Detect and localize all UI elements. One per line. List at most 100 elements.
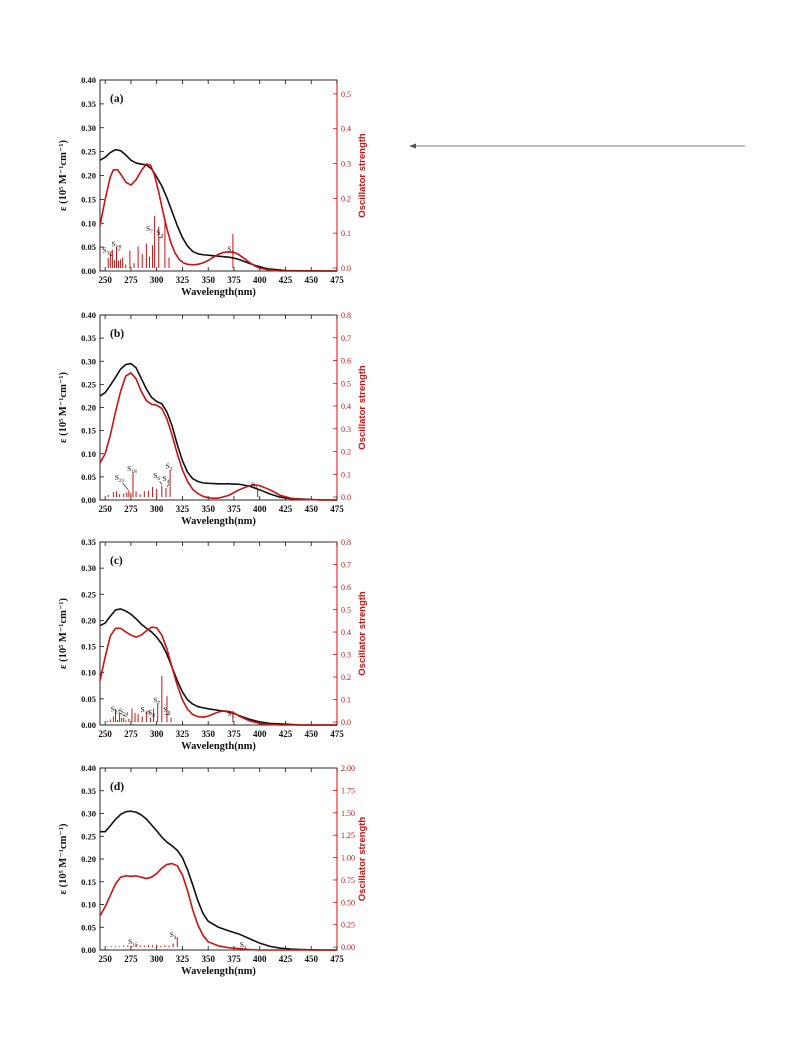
- y-tick-label: 0.40: [81, 310, 96, 320]
- x-tick-label: 425: [279, 954, 293, 964]
- y2-tick-label: 0.4: [341, 402, 351, 411]
- y-tick-label: 0.30: [81, 563, 96, 573]
- calculated-curve: [100, 164, 337, 271]
- x-tick-label: 325: [176, 504, 190, 514]
- state-label: S1: [227, 244, 234, 255]
- y2-tick-label: 0.4: [341, 125, 351, 134]
- y-axis-label: ε (10⁵ M⁻¹cm⁻¹): [58, 823, 69, 895]
- y2-tick-label: 1.00: [341, 854, 355, 863]
- y2-axis-label: Oscillator strength: [357, 133, 368, 218]
- state-label: S21: [115, 473, 125, 484]
- x-tick-label: 475: [330, 954, 344, 964]
- state-label: S7: [146, 224, 153, 235]
- experimental-curve: [100, 811, 337, 950]
- state-label: S1: [227, 709, 234, 720]
- y-tick-label: 0.30: [81, 123, 96, 133]
- x-axis-label: Wavelength(nm): [181, 287, 256, 298]
- state-label-sub: 3: [170, 467, 173, 473]
- x-tick-label: 300: [150, 729, 164, 739]
- x-tick-label: 300: [150, 504, 164, 514]
- state-label-sub: 8: [152, 713, 155, 719]
- x-tick-label: 425: [279, 729, 293, 739]
- x-axis-label: Wavelength(nm): [181, 741, 256, 752]
- x-tick-label: 375: [227, 504, 241, 514]
- y-tick-label: 0.25: [81, 589, 96, 599]
- state-label: S28: [112, 239, 122, 250]
- y-tick-label: 0.25: [81, 379, 96, 389]
- y2-tick-label: 0.00: [341, 943, 355, 952]
- y-tick-label: 0.25: [81, 147, 96, 157]
- plot-frame: [100, 768, 337, 950]
- calculated-curve: [100, 864, 337, 950]
- y-tick-label: 0.10: [81, 218, 96, 228]
- state-label-sub: 21: [119, 478, 125, 484]
- y2-tick-label: 0.1: [341, 696, 351, 705]
- y-tick-label: 0.10: [81, 668, 96, 678]
- y-axis-label: ε (10⁵ M⁻¹cm⁻¹): [58, 139, 69, 211]
- state-label: S18: [127, 464, 137, 475]
- x-tick-label: 450: [304, 729, 318, 739]
- plot-frame: [100, 80, 337, 271]
- y-tick-label: 0.15: [81, 642, 96, 652]
- x-tick-label: 325: [176, 954, 190, 964]
- y2-tick-label: 0.0: [341, 718, 351, 727]
- y2-tick-label: 0.3: [341, 160, 351, 169]
- x-tick-label: 425: [279, 275, 293, 285]
- x-tick-label: 275: [124, 504, 138, 514]
- plot-frame: [100, 542, 337, 725]
- y-tick-label: 0.05: [81, 472, 96, 482]
- x-tick-label: 400: [253, 275, 267, 285]
- x-tick-label: 450: [304, 954, 318, 964]
- x-tick-label: 475: [330, 275, 344, 285]
- y-tick-label: 0.05: [81, 694, 96, 704]
- y-tick-label: 0.30: [81, 356, 96, 366]
- x-tick-label: 250: [98, 275, 112, 285]
- y-tick-label: 0.35: [81, 786, 96, 796]
- x-tick-label: 450: [304, 275, 318, 285]
- state-label-sub: 7: [157, 700, 160, 706]
- y2-tick-label: 0.0: [341, 493, 351, 502]
- y2-tick-label: 0.5: [341, 606, 351, 615]
- calculated-curve: [100, 373, 337, 500]
- x-axis-label: Wavelength(nm): [181, 966, 256, 977]
- y-tick-label: 0.00: [81, 720, 96, 730]
- y2-tick-label: 0.1: [341, 229, 351, 238]
- state-label-sub: 28: [116, 244, 122, 250]
- x-tick-label: 275: [124, 729, 138, 739]
- y2-tick-label: 1.25: [341, 831, 355, 840]
- y-tick-label: 0.20: [81, 854, 96, 864]
- y-tick-label: 0.15: [81, 877, 96, 887]
- state-label-sub: 1: [244, 945, 247, 951]
- state-label-sub: 1: [232, 714, 235, 720]
- y-tick-label: 0.35: [81, 333, 96, 343]
- state-pointer: [123, 483, 128, 490]
- x-tick-label: 350: [201, 275, 215, 285]
- y2-tick-label: 0.5: [341, 379, 351, 388]
- y2-tick-label: 1.75: [341, 786, 355, 795]
- y2-tick-label: 0.7: [341, 561, 351, 570]
- y-tick-label: 0.05: [81, 922, 96, 932]
- x-tick-label: 300: [150, 954, 164, 964]
- x-tick-label: 375: [227, 275, 241, 285]
- panel-label: (d): [110, 781, 124, 793]
- y-tick-label: 0.10: [81, 449, 96, 459]
- x-tick-label: 275: [124, 954, 138, 964]
- x-tick-label: 475: [330, 729, 344, 739]
- y2-tick-label: 2.00: [341, 764, 355, 773]
- y-tick-label: 0.20: [81, 403, 96, 413]
- y2-axis-label: Oscillator strength: [357, 365, 368, 450]
- y-tick-label: 0.10: [81, 900, 96, 910]
- y2-tick-label: 0.8: [341, 538, 351, 547]
- experimental-curve: [100, 609, 337, 725]
- y-tick-label: 0.25: [81, 831, 96, 841]
- y-tick-label: 0.20: [81, 171, 96, 181]
- y-tick-label: 0.05: [81, 242, 96, 252]
- state-label: S7: [153, 695, 160, 706]
- state-label-sub: 4: [167, 479, 170, 485]
- state-label: S3: [166, 462, 173, 473]
- y2-tick-label: 0.2: [341, 673, 351, 682]
